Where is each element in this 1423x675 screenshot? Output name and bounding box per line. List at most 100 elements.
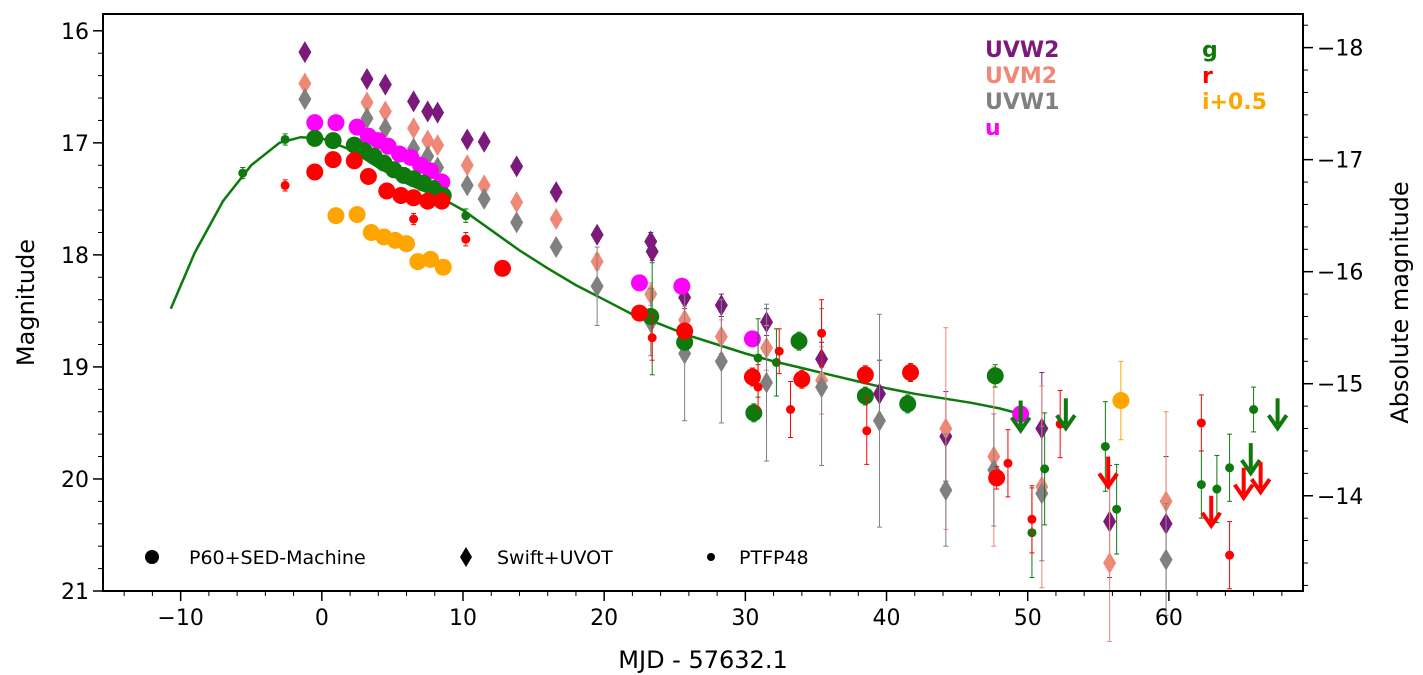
y-right-tick-label: −18 [1317,37,1363,62]
upper-limit-arrowhead-g [1010,416,1032,435]
data-point-u-p60-sed-machine [422,162,440,180]
data-point-uvw2-swift-uvot [645,240,659,263]
data-point-uvm2-swift-uvot [407,117,421,140]
data-point-g-ptfp48 [771,357,781,367]
legend-band-uvm2: UVM2 [985,64,1057,89]
data-point-uvw1-swift-uvot [460,174,474,197]
data-point-u-p60-sed-machine [306,114,324,132]
plot-frame [102,13,1304,592]
data-point-r-p60-sed-machine [405,189,423,207]
data-point-g-p60-sed-machine [899,395,917,413]
y-right-tick-label: −15 [1317,373,1363,398]
upper-limit-arrowhead-r [1250,478,1272,496]
data-points-layer [238,41,1259,642]
data-point-r-ptfp48 [753,382,763,392]
data-point-r-ptfp48 [862,426,872,436]
x-tick-label: −10 [157,606,203,631]
y-axis-label-right: Absolute magnitude [1386,181,1414,423]
data-point-r-p60-sed-machine [856,366,874,384]
upper-limit-arrowhead-r [1200,511,1222,530]
y-tick-label: 20 [61,468,89,493]
data-point-g-ptfp48 [238,168,248,178]
axes-layer: −10 0 10 20 30 40 50 60 16 17 18 19 20 21 −18 −17 −16 −15… [61,20,1363,631]
x-tick-label: 60 [1155,606,1183,631]
data-point-r-p60-sed-machine [676,322,694,340]
x-tick-label: 10 [449,606,477,631]
data-point-uvw2-swift-uvot [477,130,491,153]
data-point-uvw2-swift-uvot [431,101,445,124]
data-point-g-ptfp48 [1225,463,1235,473]
data-point-r-ptfp48 [774,346,784,356]
data-point-i-0-5-p60-sed-machine [398,235,416,253]
data-point-u-p60-sed-machine [327,114,345,132]
data-point-g-p60-sed-machine [856,387,874,405]
legend-band-i-0-5: i+0.5 [1202,90,1267,115]
data-point-g-ptfp48 [1196,480,1206,490]
legend-band-u: u [985,116,1001,141]
data-point-uvw1-swift-uvot [1159,548,1173,571]
data-point-g-ptfp48 [1212,484,1222,494]
data-point-uvm2-swift-uvot [431,134,445,157]
legend-marker-p60-sed-machine [145,550,159,564]
legend-label-swift-uvot: Swift+UVOT [497,547,613,569]
data-point-uvw2-swift-uvot [510,155,524,178]
data-point-i-0-5-p60-sed-machine [422,250,440,268]
data-point-r-ptfp48 [786,404,796,414]
data-point-uvm2-swift-uvot [1159,490,1173,513]
data-point-uvw1-swift-uvot [760,371,774,394]
upper-limit-arrowhead-g [1266,414,1289,432]
data-point-r-p60-sed-machine [419,192,437,210]
upper-limit-arrowhead-r [1233,483,1255,502]
data-point-uvw2-swift-uvot [298,41,312,64]
y-axis-label: Magnitude [12,239,40,366]
data-point-r-ptfp48 [461,234,471,244]
data-point-r-ptfp48 [1027,514,1037,524]
data-point-g-ptfp48 [1249,404,1259,414]
data-point-uvw1-swift-uvot [939,479,953,502]
data-point-u-p60-sed-machine [743,330,761,348]
x-tick-label: 50 [1014,606,1042,631]
data-point-uvw2-swift-uvot [360,67,374,90]
x-tick-label: 20 [590,606,618,631]
data-point-uvm2-swift-uvot [378,100,392,123]
x-axis-label: MJD - 57632.1 [618,646,787,674]
y-right-tick-label: −14 [1317,485,1363,510]
legend-band-uvw2: UVW2 [985,38,1059,63]
legend-label-p60-sed-machine: P60+SED-Machine [189,547,366,569]
x-tick-label: 30 [731,606,759,631]
data-point-uvw2-swift-uvot [378,73,392,96]
data-point-i-0-5-p60-sed-machine [409,253,427,271]
data-point-uvw1-swift-uvot [549,236,563,259]
model-curve-line [169,135,1021,416]
data-point-uvw2-swift-uvot [460,128,474,151]
data-point-uvw2-swift-uvot [421,100,435,123]
data-point-r-ptfp48 [409,214,419,224]
data-point-g-ptfp48 [1112,504,1122,514]
data-point-uvw1-swift-uvot [510,211,524,234]
data-point-uvm2-swift-uvot [421,129,435,152]
data-point-r-p60-sed-machine [324,151,342,169]
legend-marker-swift-uvot [460,547,472,567]
data-point-g-p60-sed-machine [306,129,324,147]
data-point-i-0-5-p60-sed-machine [327,207,345,225]
y-right-tick-label: −17 [1317,149,1363,174]
data-point-r-p60-sed-machine [988,469,1006,487]
model-curve-layer [169,135,1021,416]
data-point-g-p60-sed-machine [986,367,1004,385]
data-point-r-ptfp48 [817,328,827,338]
legend-label-ptfp48: PTFP48 [739,547,809,569]
data-point-g-p60-sed-machine [790,332,808,350]
y-tick-label: 18 [61,244,89,269]
data-point-uvw2-swift-uvot [407,90,421,113]
data-point-uvm2-swift-uvot [549,208,563,231]
x-tick-label: 40 [873,606,901,631]
data-point-uvw1-swift-uvot [298,88,312,111]
x-tick-label: 0 [315,606,329,631]
data-point-r-ptfp48 [1003,458,1013,468]
data-point-uvw1-swift-uvot [590,275,604,298]
data-point-g-p60-sed-machine [324,132,342,150]
upper-limits-layer [1010,398,1289,530]
y-tick-label: 16 [61,20,89,45]
data-point-r-p60-sed-machine [630,304,648,322]
data-point-u-p60-sed-machine [673,277,691,295]
